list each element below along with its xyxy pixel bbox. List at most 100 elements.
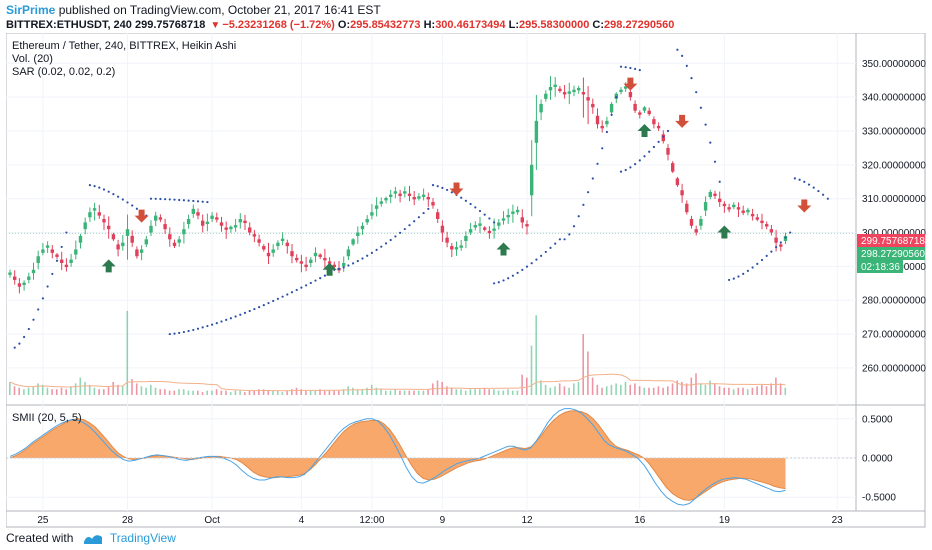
candle-body [271,249,275,253]
candle-body [182,229,186,235]
volume-bar [723,387,725,395]
price-axis-tick: 350.00000000 [862,59,926,70]
candle-body [92,208,97,211]
buy-arrow-icon [637,124,652,137]
volume-bar [497,390,500,395]
smii-indicator-label[interactable]: SMII (20, 5, 5) [12,412,82,424]
candle-body [638,112,642,115]
sar-dot [817,189,820,193]
candle-body [769,229,774,233]
volume-bar [549,387,552,395]
volume-bar [197,390,199,395]
volume-bar [464,390,467,395]
sar-dot [370,251,373,254]
candle-body [229,226,233,230]
author-name[interactable]: SirPrime [6,3,56,17]
candle-body [741,210,745,213]
tradingview-brand-link[interactable]: TradingView [109,531,176,545]
volume-bar [587,351,589,395]
sar-dot [305,284,308,287]
candle-body [252,234,257,237]
candle-body [210,215,214,219]
volume-bar [145,387,147,395]
signal-arrows [101,77,812,276]
close-price-marker [857,247,925,260]
sar-dot [648,150,651,153]
candle-body [83,222,87,230]
smii-axis-tick: -0.5000 [862,493,896,504]
candle-body [765,224,769,227]
candle-body [746,209,750,213]
sar-dot [807,183,811,186]
sar-dot [276,297,279,300]
volume-bar [408,390,411,395]
sell-arrow-icon [675,114,690,128]
sar-dot [201,326,204,329]
candle-body [515,209,520,213]
candle-body [718,198,722,203]
candle-body [652,119,656,125]
sar-dot [638,68,641,72]
volume-bar [361,389,364,395]
candle-body [116,244,120,250]
sar-dot [728,278,731,282]
sar-indicator-label[interactable]: SAR (0.02, 0.02, 0.2) [12,66,115,78]
sar-dot [521,268,524,271]
volume-bar [643,387,646,395]
volume-bar [605,386,608,395]
sar-dot [812,186,815,189]
volume-bar [352,387,354,395]
candle-body [633,103,637,111]
volume-bar [761,384,763,395]
volume-bar [652,387,655,395]
volume-bar [291,389,293,395]
chart-grid [6,33,856,511]
sar-dot [413,220,416,223]
candle-body [41,249,45,253]
candle-body [172,242,177,247]
sar-dot [681,54,684,57]
chart-canvas[interactable]: 350.00000000 340.00000000 330.00000000 320.… [5,32,926,528]
sar-dot [408,224,411,227]
candle-body [727,207,731,210]
sar-dot [493,221,496,224]
sar-dot [394,235,397,238]
sar-dot [267,301,270,305]
candle-body [689,219,694,226]
tradingview-logo-icon [83,535,102,544]
sar-dot [356,259,359,263]
volume-bar [112,381,114,395]
sar-dot [196,200,200,203]
sar-dot [751,266,754,269]
sar-dot [135,207,138,210]
candle-body [69,259,73,263]
sar-dot [112,192,115,196]
volume-bar [74,383,77,395]
candle-body [280,238,285,241]
volume-bar [126,310,129,395]
sar-dot [742,272,745,275]
sar-dot [826,197,829,200]
sar-dot [164,198,167,201]
candle-body [544,93,548,99]
volume-bar [286,390,288,395]
candle-body [675,178,680,186]
sar-dot [474,206,477,209]
sar-dot [690,77,693,80]
volume-indicator-label[interactable]: Vol. (20) [12,53,53,65]
chart-frame[interactable]: 350.00000000 340.00000000 330.00000000 320.… [5,32,926,528]
candle-body [135,249,139,257]
candle-body [755,217,759,220]
sar-dot [93,184,96,188]
volume-bar [436,380,439,395]
candle-body [22,282,26,285]
volume-bar [375,387,378,395]
volume-bar [342,389,345,395]
candle-body [562,92,567,95]
candle-body [356,232,360,236]
sar-dot [469,202,472,206]
volume-bar [93,387,96,395]
volume-bars [9,310,787,395]
close-price-marker-text: 298.27290560 [861,249,925,260]
sar-dot [206,200,209,204]
